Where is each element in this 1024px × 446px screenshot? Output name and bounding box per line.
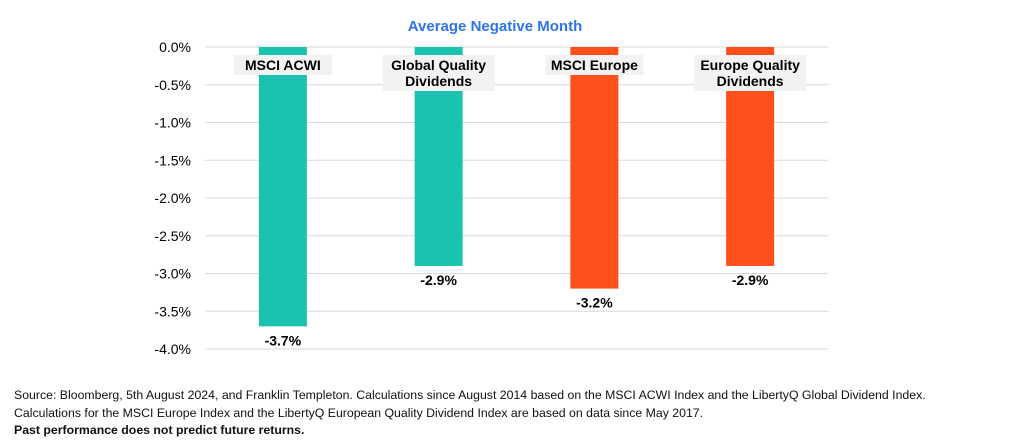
category-label-box [233,55,332,75]
source-note-line-1: Source: Bloomberg, 5th August 2024, and … [14,388,926,402]
y-tick-label: -1.5% [154,152,191,168]
y-tick-label: -2.5% [154,228,191,244]
category-label: Dividends [717,73,784,89]
category-label-box [694,55,807,91]
category-label: Dividends [405,73,472,89]
y-tick-label: -0.5% [154,77,191,93]
category-label-box [382,55,495,91]
bar [570,47,619,289]
chart-plot: 0.0% -0.5% -1.0% -1.5% -2.0% -2.5% -3.0% -3.5% -… [154,39,828,357]
y-tick-label: -3.5% [154,303,191,319]
performance-disclaimer: Past performance does not predict future… [14,423,305,437]
y-tick-label: -3.0% [154,266,191,282]
category-label: MSCI Europe [551,57,638,73]
category-label: Global Quality [391,57,486,73]
footer: Source: Bloomberg, 5th August 2024, and … [14,387,1014,440]
y-tick-label: 0.0% [159,39,191,55]
value-label: -2.9% [732,272,769,288]
chart-title: Average Negative Month [407,18,583,35]
category-label: MSCI ACWI [245,57,321,73]
category-label-box [545,55,644,75]
bar [258,47,307,327]
category-label: Europe Quality [700,57,800,73]
value-label: -2.9% [420,272,457,288]
value-label: -3.2% [576,295,613,311]
source-note-line-2: Calculations for the MSCI Europe Index a… [14,405,704,420]
value-label: -3.7% [265,332,302,348]
y-tick-label: -2.0% [154,190,191,206]
y-tick-label: -4.0% [154,341,191,357]
y-tick-label: -1.0% [154,115,191,131]
chart: Average Negative Month 0.0% -0.5% -1.0% -1.… [154,18,828,357]
